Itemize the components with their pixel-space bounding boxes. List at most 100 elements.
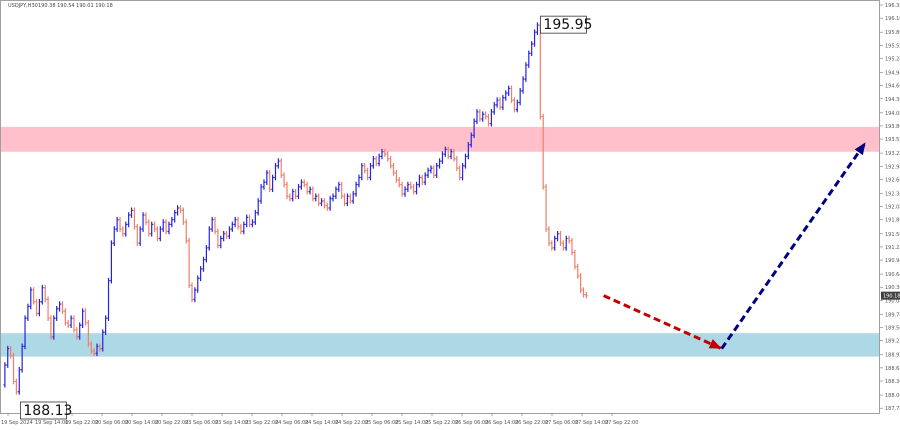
ohlc-bar [55, 305, 58, 321]
ohlc-bar [207, 226, 211, 251]
ohlc-bar [369, 162, 372, 181]
ohlc-bar [182, 207, 185, 225]
ohlc-bar [524, 62, 528, 82]
ohlc-bar [501, 95, 505, 111]
ohlc-bar [435, 162, 438, 178]
x-tick-label: 26 Sep 22:00 [515, 420, 548, 426]
ohlc-bar [544, 184, 548, 232]
ohlc-bar [357, 174, 361, 188]
x-tick-label: 26 Sep 06:00 [455, 420, 488, 426]
forecast-arrow-up [720, 141, 867, 350]
ohlc-bar [518, 87, 522, 106]
ohlc-bar [78, 322, 82, 340]
y-tick-label: 188.06 [885, 393, 900, 399]
ohlc-bar [170, 216, 174, 228]
ohlc-bar [20, 343, 24, 373]
ohlc-bar [95, 343, 99, 357]
ohlc-bar [285, 181, 289, 200]
y-tick-label: 190.08 [885, 298, 900, 304]
y-tick-label: 191.80 [885, 218, 900, 224]
ohlc-bar [380, 148, 384, 160]
y-tick-label: 188.64 [885, 366, 900, 372]
ohlc-bar [320, 198, 323, 207]
ohlc-bar [104, 315, 107, 336]
ohlc-bar [193, 287, 197, 303]
ohlc-bar [311, 186, 315, 202]
y-tick-label: 194.94 [885, 71, 900, 77]
ohlc-bar [130, 207, 133, 218]
x-tick-label: 20 Sep 06:00 [95, 420, 128, 426]
x-tick-label: 24 Sep 14:00 [305, 420, 338, 426]
ohlc-bar [418, 174, 421, 188]
ohlc-bar [570, 238, 574, 256]
ohlc-bar [167, 221, 171, 235]
ohlc-bar [150, 221, 153, 237]
x-tick-label: 24 Sep 22:00 [335, 420, 368, 426]
ohlc-bar [147, 219, 151, 237]
ohlc-bar [389, 155, 392, 169]
y-tick-label: 189.22 [885, 339, 900, 345]
ohlc-bar [196, 275, 200, 293]
ohlc-bar [153, 221, 156, 232]
ohlc-bar [29, 287, 33, 310]
y-tick-label: 191.50 [885, 232, 900, 238]
ohlc-bar [66, 320, 70, 329]
x-tick-label: 23 Sep 22:00 [245, 420, 278, 426]
ohlc-bar [331, 193, 335, 202]
ohlc-bar [432, 165, 436, 178]
ohlc-bar [15, 378, 18, 395]
ohlc-bar [245, 214, 248, 228]
ohlc-bar [156, 226, 159, 242]
x-tick-label: 25 Sep 06:00 [365, 420, 398, 426]
ohlc-bar [547, 226, 551, 246]
ohlc-bar [305, 181, 309, 195]
ohlc-bar [17, 366, 21, 395]
ohlc-bar [325, 202, 329, 211]
ohlc-bar [271, 174, 274, 193]
ohlc-bar [159, 226, 162, 242]
ohlc-bar [302, 179, 306, 188]
ohlc-bar [46, 296, 50, 321]
ohlc-bar [579, 273, 582, 293]
ohlc-bar [400, 181, 404, 197]
header-ohlc: 190.38 190.54 190.01 190.18 [38, 3, 113, 9]
ohlc-bar [423, 172, 427, 186]
ohlc-bar [314, 193, 318, 202]
y-tick-label: 193.80 [885, 124, 900, 130]
resistance-zone [0, 126, 880, 152]
ohlc-bar [498, 97, 502, 111]
ohlc-bar [469, 132, 473, 148]
y-tick-label: 192.94 [885, 164, 900, 170]
ohlc-bar [98, 343, 102, 352]
forecast-arrows [603, 141, 867, 351]
x-tick-label: 26 Sep 14:00 [485, 420, 518, 426]
ohlc-bar [374, 155, 378, 167]
x-tick-label: 19 Sep 14:00 [35, 420, 68, 426]
support-zone [0, 333, 880, 357]
ohlc-bar [467, 141, 470, 160]
ohlc-bar [455, 155, 459, 171]
ohlc-bar [475, 109, 479, 125]
ohlc-bar [515, 99, 519, 113]
ohlc-bar [265, 170, 269, 186]
price-bars [3, 22, 588, 395]
ohlc-bar [225, 230, 228, 239]
x-tick-label: 20 Sep 14:00 [125, 420, 158, 426]
ohlc-bar [550, 240, 554, 251]
ohlc-bar [487, 113, 490, 127]
plot-frame [0, 0, 880, 414]
ohlc-bar [481, 111, 485, 122]
ohlc-bar [556, 230, 559, 242]
ohlc-bar [202, 256, 205, 272]
ohlc-bar [291, 188, 295, 202]
ohlc-bar [254, 209, 257, 225]
ohlc-bar [438, 158, 441, 169]
ohlc-bar [12, 352, 15, 385]
ohlc-bar [259, 184, 263, 204]
y-tick-label: 188.92 [885, 353, 900, 359]
y-tick-label: 193.22 [885, 151, 900, 157]
ohlc-bar [115, 216, 119, 232]
ohlc-bar [297, 184, 300, 200]
zones-layer [0, 126, 880, 357]
